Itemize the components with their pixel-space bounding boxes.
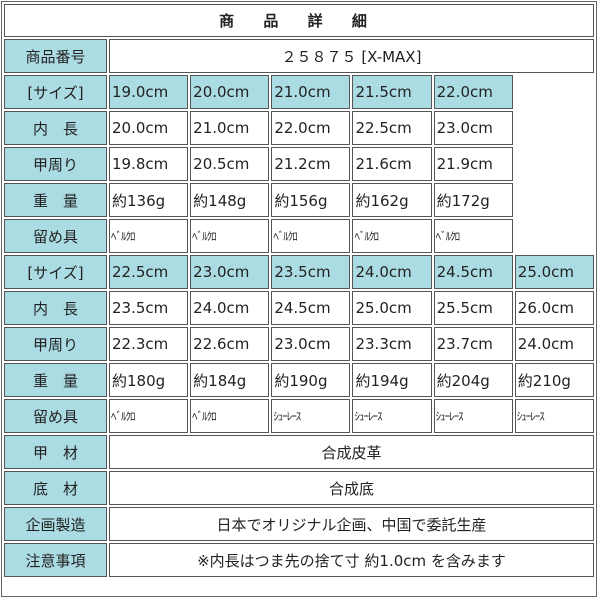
value-cell: 約194g <box>352 363 432 397</box>
row-label: 留め具 <box>4 219 107 253</box>
value-cell: 約184g <box>190 363 270 397</box>
size-cell: 21.0cm <box>271 75 351 109</box>
value-cell: ｼｭｰﾚｰｽ <box>352 399 432 433</box>
spec-row: [サイズ] 19.0cm 20.0cm 21.0cm 21.5cm 22.0cm <box>4 75 594 109</box>
row-label: 内 長 <box>4 291 107 325</box>
product-number-row: 商品番号 ２５８７５ [X-MAX] <box>4 39 594 73</box>
size-cell: 22.5cm <box>109 255 189 289</box>
value-cell: ﾍﾞﾙｸﾛ <box>433 219 513 253</box>
value-cell: ﾍﾞﾙｸﾛ <box>109 219 189 253</box>
value-cell: 約148g <box>190 183 270 217</box>
spec-row: 内 長 23.5cm 24.0cm 24.5cm 25.0cm 25.5cm 26.0cm <box>4 291 594 325</box>
product-number-value: ２５８７５ [X-MAX] <box>109 39 594 73</box>
value-cell: ﾍﾞﾙｸﾛ <box>190 219 270 253</box>
info-row: 注意事項 ※内長はつま先の捨て寸 約1.0cm を含みます <box>4 543 594 577</box>
title-row: 商 品 詳 細 <box>4 4 594 37</box>
empty-cell <box>515 111 594 145</box>
value-cell: 23.0cm <box>271 327 351 361</box>
row-value: 合成底 <box>109 471 594 505</box>
row-label: 甲 材 <box>4 435 107 469</box>
row-label: 甲周り <box>4 147 107 181</box>
spec-row: 重 量約136g 約148g 約156g 約162g 約172g <box>4 183 594 217</box>
value-cell: 21.0cm <box>190 111 270 145</box>
value-cell: 21.9cm <box>433 147 513 181</box>
row-label: 内 長 <box>4 111 107 145</box>
spec-row: 留め具 ﾍﾞﾙｸﾛ ﾍﾞﾙｸﾛ ﾍﾞﾙｸﾛ ﾍﾞﾙｸﾛ ﾍﾞﾙｸﾛ <box>4 219 594 253</box>
spec-row: [サイズ] 22.5cm 23.0cm 23.5cm 24.0cm 24.5cm 25.0c… <box>4 255 594 289</box>
info-row: 底 材合成底 <box>4 471 594 505</box>
empty-cell <box>515 183 594 217</box>
value-cell: 24.5cm <box>271 291 351 325</box>
value-cell: ﾍﾞﾙｸﾛ <box>271 219 351 253</box>
row-label: 底 材 <box>4 471 107 505</box>
spec-row: 内 長 20.0cm 21.0cm 22.0cm 22.5cm 23.0cm <box>4 111 594 145</box>
value-cell: 20.0cm <box>109 111 189 145</box>
info-row: 甲 材合成皮革 <box>4 435 594 469</box>
row-label: 重 量 <box>4 363 107 397</box>
size-cell: 25.0cm <box>514 255 594 289</box>
value-cell: 約204g <box>433 363 513 397</box>
value-cell: 22.0cm <box>271 111 351 145</box>
empty-cell <box>515 147 594 181</box>
value-cell: 約180g <box>109 363 189 397</box>
empty-cell <box>515 219 594 253</box>
row-label: [サイズ] <box>4 255 107 289</box>
value-cell: 23.5cm <box>109 291 189 325</box>
value-cell: 21.2cm <box>271 147 351 181</box>
size-cell: 23.0cm <box>190 255 270 289</box>
info-row: 企画製造 日本でオリジナル企画、中国で委託生産 <box>4 507 594 541</box>
value-cell: 23.3cm <box>352 327 432 361</box>
size-cell: 24.0cm <box>352 255 432 289</box>
value-cell: 24.0cm <box>190 291 270 325</box>
size-cell: 21.5cm <box>352 75 432 109</box>
value-cell: 約172g <box>433 183 513 217</box>
row-label: 注意事項 <box>4 543 107 577</box>
value-cell: 約156g <box>271 183 351 217</box>
size-cell: 20.0cm <box>190 75 270 109</box>
value-cell: 22.5cm <box>352 111 432 145</box>
spec-row: 甲周り 22.3cm 22.6cm 23.0cm 23.3cm 23.7cm 24.0cm <box>4 327 594 361</box>
value-cell: 22.6cm <box>190 327 270 361</box>
value-cell: ｼｭｰﾚｰｽ <box>433 399 513 433</box>
size-cell: 23.5cm <box>271 255 351 289</box>
row-label: 企画製造 <box>4 507 107 541</box>
value-cell: 19.8cm <box>109 147 189 181</box>
spec-row: 留め具 ﾍﾞﾙｸﾛ ﾍﾞﾙｸﾛ ｼｭｰﾚｰｽ ｼｭｰﾚｰｽ ｼｭｰﾚｰｽ ｼｭｰﾚｰｽ <box>4 399 594 433</box>
value-cell: 22.3cm <box>109 327 189 361</box>
value-cell: ｼｭｰﾚｰｽ <box>271 399 351 433</box>
value-cell: 23.0cm <box>433 111 513 145</box>
row-label: 留め具 <box>4 399 107 433</box>
row-label: 甲周り <box>4 327 107 361</box>
value-cell: 23.7cm <box>433 327 513 361</box>
value-cell: ﾍﾞﾙｸﾛ <box>190 399 270 433</box>
value-cell: 25.0cm <box>352 291 432 325</box>
spec-row: 重 量約180g 約184g 約190g 約194g 約204g 約210g <box>4 363 594 397</box>
spec-row: 甲周り 19.8cm 20.5cm 21.2cm 21.6cm 21.9cm <box>4 147 594 181</box>
row-value: ※内長はつま先の捨て寸 約1.0cm を含みます <box>109 543 594 577</box>
size-cell: 24.5cm <box>433 255 513 289</box>
value-cell: 約190g <box>271 363 351 397</box>
row-label: [サイズ] <box>4 75 107 109</box>
empty-cell <box>515 75 594 109</box>
value-cell: ﾍﾞﾙｸﾛ <box>352 219 432 253</box>
row-label: 重 量 <box>4 183 107 217</box>
value-cell: 25.5cm <box>433 291 513 325</box>
value-cell: 約136g <box>109 183 189 217</box>
product-number-label: 商品番号 <box>4 39 107 73</box>
row-value: 合成皮革 <box>109 435 594 469</box>
value-cell: 21.6cm <box>352 147 432 181</box>
value-cell: ｼｭｰﾚｰｽ <box>514 399 594 433</box>
value-cell: ﾍﾞﾙｸﾛ <box>109 399 189 433</box>
value-cell: 26.0cm <box>514 291 594 325</box>
value-cell: 24.0cm <box>514 327 594 361</box>
size-cell: 22.0cm <box>433 75 513 109</box>
value-cell: 約210g <box>514 363 594 397</box>
value-cell: 20.5cm <box>190 147 270 181</box>
row-value: 日本でオリジナル企画、中国で委託生産 <box>109 507 594 541</box>
value-cell: 約162g <box>352 183 432 217</box>
size-cell: 19.0cm <box>109 75 189 109</box>
table-title: 商 品 詳 細 <box>4 4 594 37</box>
